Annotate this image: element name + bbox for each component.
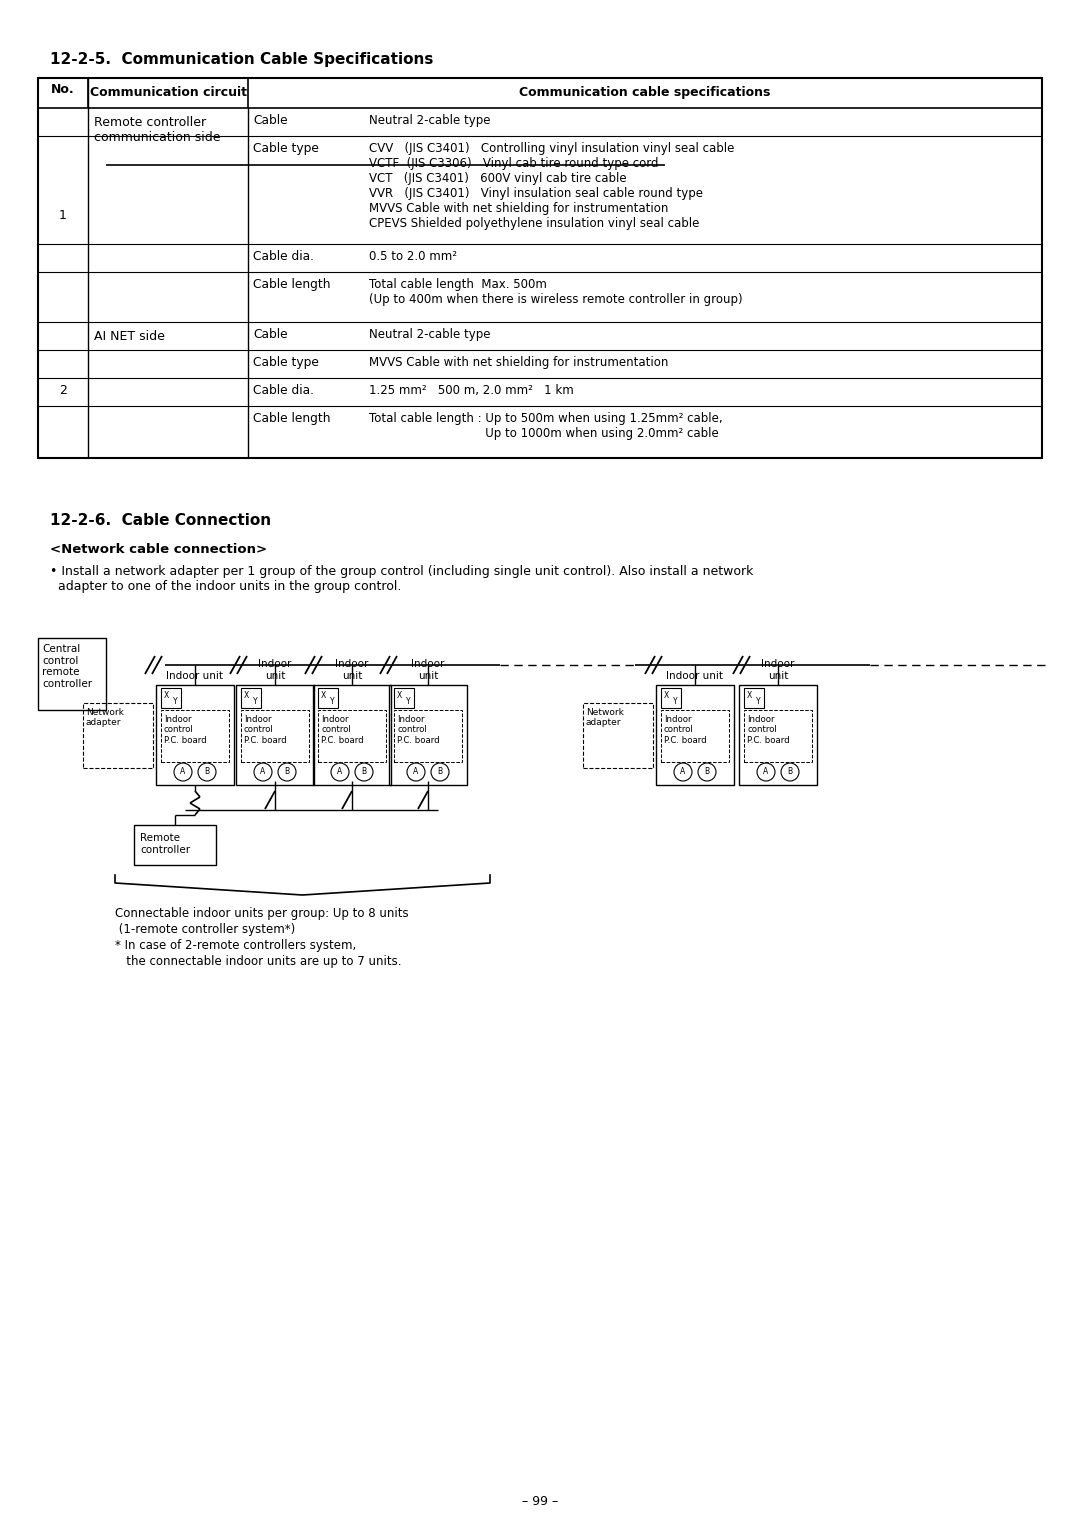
Bar bbox=[656, 685, 734, 785]
Text: the connectable indoor units are up to 7 units.: the connectable indoor units are up to 7… bbox=[114, 955, 402, 968]
Text: No.: No. bbox=[51, 82, 75, 96]
Text: 0.5 to 2.0 mm²: 0.5 to 2.0 mm² bbox=[369, 250, 457, 262]
Text: Total cable length  Max. 500m
(Up to 400m when there is wireless remote controll: Total cable length Max. 500m (Up to 400m… bbox=[369, 278, 743, 307]
Text: Cable dia.: Cable dia. bbox=[253, 384, 314, 396]
Text: Network
adapter: Network adapter bbox=[586, 708, 624, 727]
Text: Connectable indoor units per group: Up to 8 units: Connectable indoor units per group: Up t… bbox=[114, 907, 408, 920]
Text: B: B bbox=[437, 767, 443, 776]
Text: Y: Y bbox=[173, 697, 177, 706]
Bar bbox=[661, 711, 729, 762]
Text: • Install a network adapter per 1 group of the group control (including single u: • Install a network adapter per 1 group … bbox=[50, 564, 754, 593]
Text: Cable dia.: Cable dia. bbox=[253, 250, 314, 262]
Bar bbox=[38, 637, 106, 711]
Text: 12-2-5.  Communication Cable Specifications: 12-2-5. Communication Cable Specificatio… bbox=[50, 52, 433, 67]
Text: 12-2-6.  Cable Connection: 12-2-6. Cable Connection bbox=[50, 512, 271, 528]
Text: X: X bbox=[243, 691, 248, 700]
Text: 1.25 mm²   500 m, 2.0 mm²   1 km: 1.25 mm² 500 m, 2.0 mm² 1 km bbox=[369, 384, 573, 396]
Bar bbox=[161, 688, 181, 708]
Text: A: A bbox=[260, 767, 266, 776]
Text: A: A bbox=[414, 767, 419, 776]
Text: Total cable length : Up to 500m when using 1.25mm² cable,
                      : Total cable length : Up to 500m when usi… bbox=[369, 412, 723, 441]
Bar bbox=[661, 688, 681, 708]
Bar bbox=[161, 711, 229, 762]
Text: 1: 1 bbox=[59, 209, 67, 223]
Text: Y: Y bbox=[756, 697, 760, 706]
Bar bbox=[156, 685, 234, 785]
Text: Indoor unit: Indoor unit bbox=[666, 671, 724, 682]
Text: AI NET side: AI NET side bbox=[94, 329, 165, 343]
Text: Indoor
control
P.C. board: Indoor control P.C. board bbox=[321, 715, 364, 744]
Text: X: X bbox=[396, 691, 402, 700]
Bar bbox=[241, 688, 261, 708]
Text: Neutral 2-cable type: Neutral 2-cable type bbox=[369, 328, 490, 342]
Text: Indoor
unit: Indoor unit bbox=[258, 659, 292, 682]
Text: – 99 –: – 99 – bbox=[522, 1494, 558, 1508]
Bar bbox=[38, 78, 1042, 458]
Bar bbox=[318, 711, 386, 762]
Text: B: B bbox=[204, 767, 210, 776]
Bar bbox=[237, 685, 314, 785]
Text: A: A bbox=[764, 767, 769, 776]
Text: Y: Y bbox=[329, 697, 335, 706]
Text: Indoor
unit: Indoor unit bbox=[411, 659, 445, 682]
Text: Indoor
control
P.C. board: Indoor control P.C. board bbox=[664, 715, 706, 744]
Text: X: X bbox=[321, 691, 326, 700]
Text: Y: Y bbox=[253, 697, 257, 706]
Text: B: B bbox=[362, 767, 366, 776]
Text: Central
control
remote
controller: Central control remote controller bbox=[42, 644, 92, 689]
Text: (1-remote controller system*): (1-remote controller system*) bbox=[114, 923, 295, 936]
Text: X: X bbox=[163, 691, 168, 700]
Text: A: A bbox=[180, 767, 186, 776]
Bar bbox=[241, 711, 309, 762]
Text: Indoor
control
P.C. board: Indoor control P.C. board bbox=[397, 715, 440, 744]
Text: Indoor
control
P.C. board: Indoor control P.C. board bbox=[747, 715, 789, 744]
Text: * In case of 2-remote controllers system,: * In case of 2-remote controllers system… bbox=[114, 939, 356, 952]
Text: B: B bbox=[787, 767, 793, 776]
Text: 2: 2 bbox=[59, 384, 67, 396]
Text: Indoor unit: Indoor unit bbox=[166, 671, 224, 682]
Text: Y: Y bbox=[406, 697, 410, 706]
Text: Indoor
unit: Indoor unit bbox=[761, 659, 795, 682]
Text: MVVS Cable with net shielding for instrumentation: MVVS Cable with net shielding for instru… bbox=[369, 355, 669, 369]
Text: CVV   (JIS C3401)   Controlling vinyl insulation vinyl seal cable
VCTF  (JIS C33: CVV (JIS C3401) Controlling vinyl insula… bbox=[369, 142, 734, 230]
Text: Cable type: Cable type bbox=[253, 142, 319, 156]
Text: Communication circuit: Communication circuit bbox=[90, 85, 246, 99]
Text: Indoor
control
P.C. board: Indoor control P.C. board bbox=[244, 715, 286, 744]
Text: <Network cable connection>: <Network cable connection> bbox=[50, 543, 267, 557]
Text: Remote
controller: Remote controller bbox=[140, 833, 190, 854]
Bar bbox=[739, 685, 816, 785]
Bar bbox=[744, 688, 764, 708]
Text: Network
adapter: Network adapter bbox=[86, 708, 124, 727]
Text: Remote controller
communication side: Remote controller communication side bbox=[94, 116, 220, 143]
Text: B: B bbox=[284, 767, 289, 776]
Text: B: B bbox=[704, 767, 710, 776]
Bar bbox=[83, 703, 153, 769]
Bar bbox=[744, 711, 812, 762]
Text: Cable: Cable bbox=[253, 328, 287, 342]
Text: Neutral 2-cable type: Neutral 2-cable type bbox=[369, 114, 490, 127]
Bar bbox=[583, 703, 653, 769]
Bar bbox=[313, 685, 391, 785]
Text: Indoor
control
P.C. board: Indoor control P.C. board bbox=[164, 715, 206, 744]
Bar bbox=[134, 825, 216, 865]
Text: Cable length: Cable length bbox=[253, 278, 330, 291]
Text: Y: Y bbox=[673, 697, 677, 706]
Bar bbox=[318, 688, 338, 708]
Text: X: X bbox=[663, 691, 669, 700]
Text: Cable type: Cable type bbox=[253, 355, 319, 369]
Bar bbox=[394, 688, 414, 708]
Text: Communication cable specifications: Communication cable specifications bbox=[519, 85, 771, 99]
Bar bbox=[389, 685, 467, 785]
Bar bbox=[394, 711, 462, 762]
Text: Cable length: Cable length bbox=[253, 412, 330, 425]
Text: Indoor
unit: Indoor unit bbox=[335, 659, 368, 682]
Text: X: X bbox=[746, 691, 752, 700]
Text: Cable: Cable bbox=[253, 114, 287, 127]
Text: A: A bbox=[680, 767, 686, 776]
Text: A: A bbox=[337, 767, 342, 776]
